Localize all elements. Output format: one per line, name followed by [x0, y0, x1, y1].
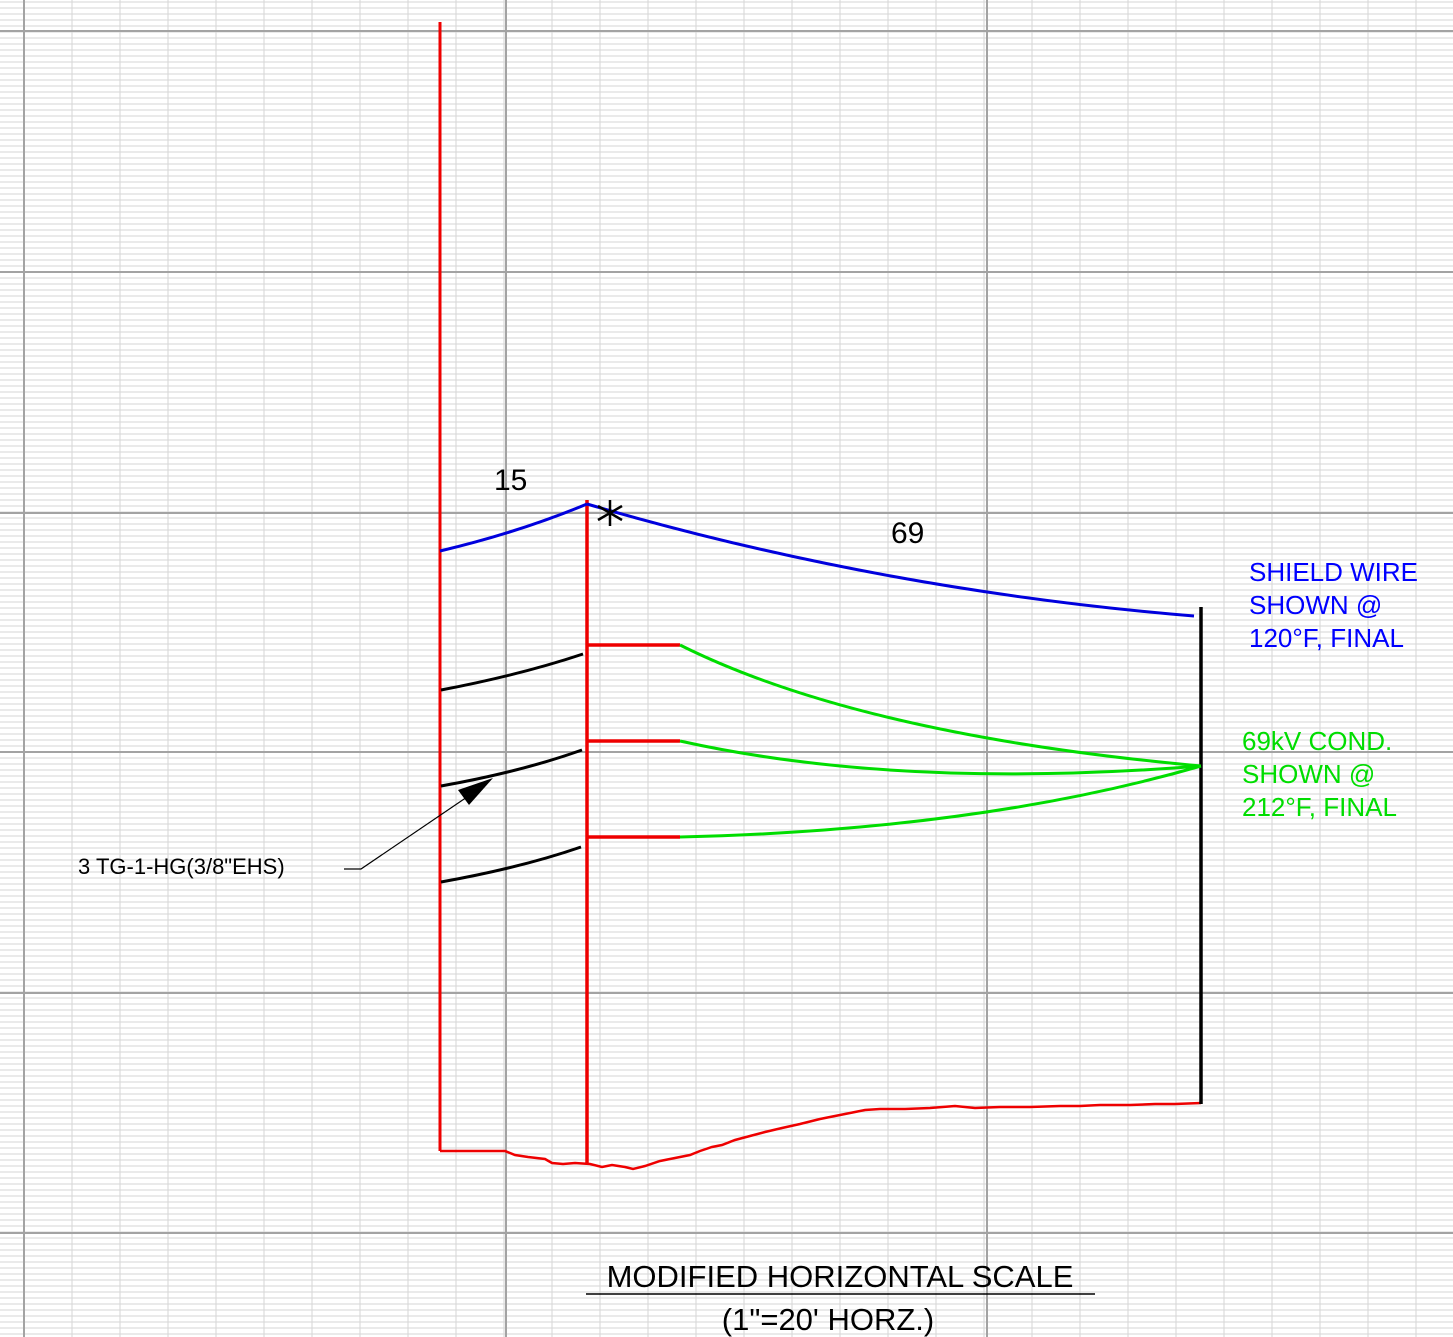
shield-wire-note: SHIELD WIRE SHOWN @ 120°F, FINAL	[1249, 557, 1418, 653]
conductor-note-line-3: 212°F, FINAL	[1242, 792, 1397, 822]
conductor-note: 69kV COND. SHOWN @ 212°F, FINAL	[1242, 726, 1397, 822]
conductor-middle	[679, 739, 1202, 776]
guy-callout-label: 3 TG-1-HG(3/8"EHS)	[78, 854, 285, 879]
guy-wire-lower	[440, 845, 582, 884]
guy-wire-upper	[440, 652, 584, 692]
shield-wire	[439, 502, 1195, 618]
asterisk-marker-icon	[597, 500, 623, 526]
drawing-subtitle: (1"=20' HORZ.)	[722, 1302, 934, 1337]
conductors-69kv	[679, 643, 1202, 839]
conductor-upper	[679, 643, 1202, 768]
conductor-lower	[679, 764, 1202, 839]
conductor-note-line-1: 69kV COND.	[1242, 726, 1392, 756]
dead-end-structure	[585, 500, 680, 1164]
shield-note-line-1: SHIELD WIRE	[1249, 557, 1418, 587]
ground-profile-line	[440, 1101, 1202, 1171]
guy-wire-middle	[440, 748, 583, 788]
shield-note-line-3: 120°F, FINAL	[1249, 623, 1404, 653]
leader-arrow-icon	[344, 778, 493, 870]
guy-wires	[440, 652, 584, 884]
drawing-title: MODIFIED HORIZONTAL SCALE	[607, 1259, 1074, 1294]
conductor-note-line-2: SHOWN @	[1242, 759, 1375, 789]
span-label-back: 15	[494, 464, 527, 497]
span-label-ahead: 69	[891, 517, 924, 550]
shield-note-line-2: SHOWN @	[1249, 590, 1382, 620]
